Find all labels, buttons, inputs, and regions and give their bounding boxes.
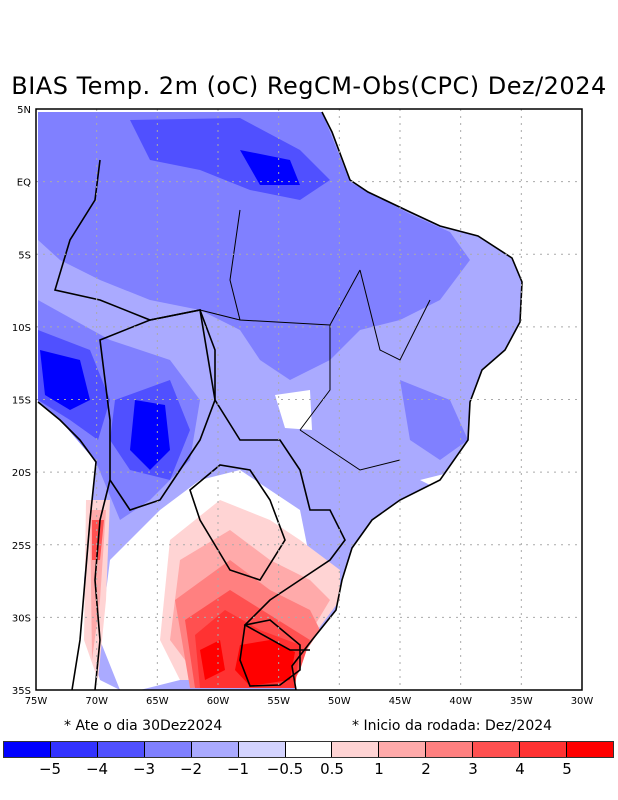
latitude-label: 5N [17,105,31,116]
colorbar-swatch [426,742,474,757]
latitude-label: 20S [12,468,31,479]
colorbar-swatch [567,742,613,757]
latitude-label: 30S [12,613,31,624]
longitude-label: 55W [267,696,290,707]
plot-frame [35,108,583,691]
colorbar-swatch [4,742,51,757]
colorbar-label: −0.5 [266,760,304,778]
latitude-labels: 5N EQ 5S 10S 15S 20S 25S 30S 35S [12,105,31,697]
colorbar-label: −3 [132,760,156,778]
colorbar-label: 1 [374,760,384,778]
colorbar-swatch [332,742,380,757]
colorbar-label: 2 [421,760,431,778]
brazil-states [199,209,431,471]
colorbar-swatch [144,742,192,757]
longitude-label: 40W [449,696,472,707]
colorbar-swatch [238,742,286,757]
latitude-label: 10S [12,323,31,334]
bias-region-minus2-to-minus3-east [400,380,468,460]
longitude-label: 75W [25,696,48,707]
uruguay-border [239,619,301,687]
colorbar [3,741,614,758]
longitude-label: 45W [389,696,412,707]
longitude-label: 65W [146,696,169,707]
longitude-label: 35W [510,696,533,707]
run-start-note: * Inicio da rodada: Dez/2024 [352,718,553,734]
colorbar-swatch [473,742,521,757]
colorbar-swatch [50,742,98,757]
colorbar-label: 5 [562,760,572,778]
country-borders [37,111,523,690]
colorbar-swatch [97,742,145,757]
longitude-label: 70W [85,696,108,707]
colorbar-label: 0.5 [320,760,344,778]
longitude-label: 50W [328,696,351,707]
latitude-label: 5S [18,250,31,261]
bias-region-above-5 [200,640,295,686]
latitude-label: 35S [12,686,31,697]
longitude-label: 60W [207,696,230,707]
argentina-chile-border [94,479,111,690]
bias-field [38,112,522,690]
colorbar-label: −1 [226,760,250,778]
colorbar-label: 4 [515,760,525,778]
latitude-label: EQ [17,178,31,189]
coastline [37,111,523,690]
end-date-note: * Ate o dia 30Dez2024 [64,718,223,734]
bolivia-border [99,309,216,511]
longitude-labels: 75W 70W 65W 60W 55W 50W 45W 40W 35W 30W [25,696,594,707]
colorbar-swatch [520,742,568,757]
colorbar-label: −2 [179,760,203,778]
latitude-label: 15S [12,396,31,407]
colorbar-label: −4 [85,760,109,778]
longitude-label: 30W [571,696,594,707]
map-title: BIAS Temp. 2m (oC) RegCM-Obs(CPC) Dez/20… [11,72,607,100]
colorbar-swatch [191,742,239,757]
colorbar-label: 3 [468,760,478,778]
brazil-border [53,159,346,651]
colorbar-swatch [379,742,427,757]
bias-region-minus2-to-minus3-north [38,112,470,380]
bias-map: 5N EQ 5S 10S 15S 20S 25S 30S 35S 75W 70W 65W 60W 55W… [12,105,594,707]
gridlines [36,109,582,690]
colorbar-swatch [285,742,333,757]
bias-region-minus3-to-minus4 [38,118,330,480]
latitude-label: 25S [12,541,31,552]
paraguay-border [189,464,286,581]
colorbar-label: −5 [38,760,62,778]
